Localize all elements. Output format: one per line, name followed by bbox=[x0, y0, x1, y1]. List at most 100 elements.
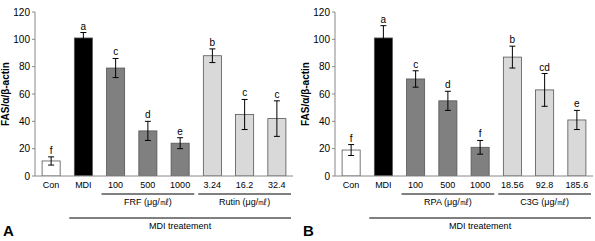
bar bbox=[74, 38, 92, 176]
error-cap bbox=[145, 121, 151, 122]
bar bbox=[503, 57, 521, 176]
error-stem bbox=[212, 49, 213, 63]
error-cap bbox=[274, 136, 280, 137]
panel: facdebcc020406080100120FAS/α/β-actinConM… bbox=[0, 7, 293, 240]
figure: facdebcc020406080100120FAS/α/β-actinConM… bbox=[0, 0, 595, 241]
error-stem bbox=[83, 33, 84, 44]
x-tick-label: Con bbox=[343, 180, 360, 190]
y-tick bbox=[332, 12, 335, 13]
y-tick bbox=[32, 66, 35, 67]
error-cap bbox=[348, 155, 354, 156]
group-line bbox=[69, 218, 291, 219]
x-tick-label: 1000 bbox=[170, 180, 190, 190]
group-label: MDI treatement bbox=[149, 221, 212, 231]
x-tick-label: 16.2 bbox=[236, 180, 254, 190]
error-bar bbox=[48, 157, 54, 165]
significance-letter: d bbox=[445, 79, 451, 90]
y-tick-label: 60 bbox=[19, 89, 31, 100]
group-line bbox=[402, 194, 495, 195]
error-bar bbox=[542, 74, 548, 107]
error-stem bbox=[51, 157, 52, 165]
y-tick-label: 40 bbox=[319, 116, 331, 127]
error-cap bbox=[477, 154, 483, 155]
y-tick bbox=[32, 94, 35, 95]
significance-letter: c bbox=[413, 59, 418, 70]
group-label: FRF (μg/㎖) bbox=[124, 197, 172, 207]
error-cap bbox=[274, 100, 280, 101]
error-stem bbox=[115, 58, 116, 77]
group-label: MDI treatement bbox=[449, 221, 512, 231]
y-tick bbox=[332, 121, 335, 122]
bars bbox=[342, 26, 586, 176]
panel-letter: B bbox=[303, 222, 314, 239]
significance-letter: e bbox=[177, 126, 183, 137]
bar bbox=[439, 101, 457, 176]
error-cap bbox=[113, 58, 119, 59]
error-cap bbox=[574, 110, 580, 111]
significance-letter: f bbox=[350, 133, 353, 144]
error-cap bbox=[348, 144, 354, 145]
significance-letter: cd bbox=[539, 62, 550, 73]
error-stem bbox=[180, 138, 181, 149]
error-stem bbox=[276, 101, 277, 137]
bar bbox=[407, 79, 425, 176]
error-bar bbox=[445, 91, 451, 110]
error-bar bbox=[145, 121, 151, 140]
error-cap bbox=[242, 99, 248, 100]
error-bar bbox=[80, 33, 86, 44]
y-tick bbox=[332, 94, 335, 95]
error-cap bbox=[413, 70, 419, 71]
y-tick bbox=[332, 176, 335, 177]
panel: facdfbcde020406080100120FAS/α/β-actinCon… bbox=[300, 7, 593, 240]
error-stem bbox=[244, 99, 245, 129]
x-tick-label: MDI bbox=[75, 180, 92, 190]
y-tick-label: 100 bbox=[313, 34, 330, 45]
error-cap bbox=[80, 43, 86, 44]
y-tick bbox=[32, 121, 35, 122]
x-tick-label: 92.8 bbox=[536, 180, 554, 190]
y-tick-label: 20 bbox=[319, 143, 331, 154]
error-bar bbox=[242, 99, 248, 129]
x-tick-label: 500 bbox=[140, 180, 155, 190]
y-tick bbox=[32, 148, 35, 149]
x-tick-label: MDI bbox=[375, 180, 392, 190]
error-stem bbox=[480, 140, 481, 154]
error-bar bbox=[380, 26, 386, 51]
y-tick-label: 120 bbox=[13, 7, 30, 18]
y-tick bbox=[332, 39, 335, 40]
significance-letter: c bbox=[113, 46, 118, 57]
error-cap bbox=[48, 156, 54, 157]
error-cap bbox=[380, 50, 386, 51]
group-line bbox=[198, 194, 291, 195]
error-cap bbox=[445, 91, 451, 92]
x-tick-label: 100 bbox=[408, 180, 423, 190]
y-tick-label: 0 bbox=[324, 171, 330, 182]
x-axis bbox=[35, 176, 293, 177]
group-label: Rutin (μg/㎖) bbox=[219, 197, 270, 207]
error-cap bbox=[574, 129, 580, 130]
significance-letter: a bbox=[81, 21, 87, 32]
x-tick-label: 1000 bbox=[470, 180, 490, 190]
error-cap bbox=[80, 32, 86, 33]
y-tick bbox=[32, 12, 35, 13]
group-label: RPA (μg/㎖) bbox=[424, 197, 472, 207]
y-axis-title: FAS/α/β-actin bbox=[300, 62, 311, 126]
error-stem bbox=[147, 121, 148, 140]
y-tick bbox=[32, 39, 35, 40]
x-tick-label: 500 bbox=[440, 180, 455, 190]
bar bbox=[107, 68, 125, 176]
bar bbox=[374, 38, 392, 176]
significance-letter: c bbox=[242, 87, 247, 98]
error-cap bbox=[477, 140, 483, 141]
error-bar bbox=[209, 49, 215, 63]
group-line bbox=[369, 218, 591, 219]
significance-letter: a bbox=[381, 14, 387, 25]
group-label: C3G (μg/㎖) bbox=[520, 197, 569, 207]
x-axis bbox=[335, 176, 593, 177]
significance-letter: c bbox=[274, 89, 279, 100]
error-cap bbox=[445, 110, 451, 111]
y-tick bbox=[332, 66, 335, 67]
x-tick-label: Con bbox=[43, 180, 60, 190]
group-line bbox=[498, 194, 591, 195]
x-tick-label: 100 bbox=[108, 180, 123, 190]
